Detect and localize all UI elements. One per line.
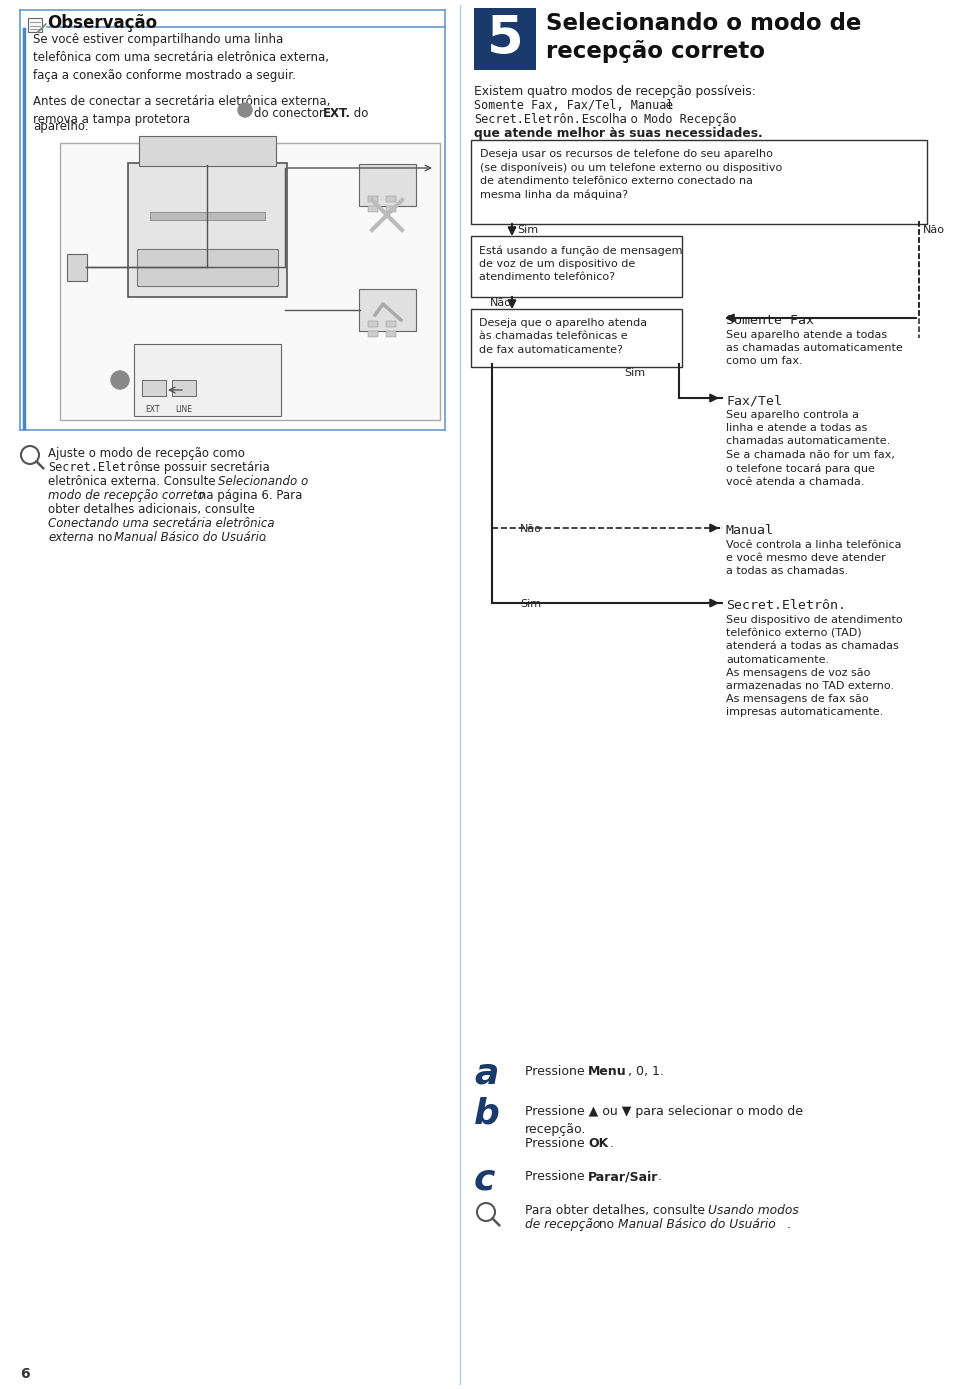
FancyBboxPatch shape [142, 381, 166, 396]
FancyBboxPatch shape [368, 331, 378, 338]
Text: Sim: Sim [517, 225, 539, 235]
Text: Não: Não [520, 524, 542, 533]
FancyBboxPatch shape [128, 163, 287, 297]
Text: de recepção: de recepção [525, 1218, 600, 1231]
Text: Secret.Eletrôn.: Secret.Eletrôn. [726, 599, 846, 613]
FancyBboxPatch shape [471, 236, 682, 297]
Text: Seu aparelho atende a todas
as chamadas automaticamente
como um fax.: Seu aparelho atende a todas as chamadas … [726, 331, 902, 367]
Text: Pressione ▲ ou ▼ para selecionar o modo de
recepção.: Pressione ▲ ou ▼ para selecionar o modo … [525, 1106, 803, 1136]
FancyBboxPatch shape [471, 140, 927, 224]
Text: 6: 6 [20, 1367, 30, 1381]
Text: Manual Básico do Usuário: Manual Básico do Usuário [618, 1218, 776, 1231]
Text: Selecionando o: Selecionando o [218, 475, 308, 488]
Text: Para obter detalhes, consulte: Para obter detalhes, consulte [525, 1204, 708, 1217]
Text: obter detalhes adicionais, consulte: obter detalhes adicionais, consulte [48, 503, 254, 515]
Text: LINE: LINE [175, 406, 192, 414]
Text: e: e [662, 99, 673, 113]
Text: recepção correto: recepção correto [546, 40, 765, 63]
FancyBboxPatch shape [368, 196, 378, 201]
Text: Antes de conectar a secretária eletrônica externa,
remova a tampa protetora: Antes de conectar a secretária eletrônic… [33, 94, 330, 126]
FancyBboxPatch shape [139, 136, 276, 167]
Text: Conectando uma secretária eletrônica: Conectando uma secretária eletrônica [48, 517, 275, 531]
Text: Ajuste o modo de recepção como: Ajuste o modo de recepção como [48, 447, 245, 460]
FancyBboxPatch shape [368, 321, 378, 326]
Text: Pressione: Pressione [525, 1138, 588, 1150]
FancyBboxPatch shape [359, 164, 416, 206]
Text: Não: Não [923, 225, 945, 235]
Text: Pressione: Pressione [525, 1065, 588, 1078]
Text: Existem quatro modos de recepção possíveis:: Existem quatro modos de recepção possíve… [474, 85, 756, 99]
Text: Sim: Sim [624, 368, 645, 378]
Circle shape [111, 371, 129, 389]
Text: aparelho.: aparelho. [33, 119, 88, 133]
Text: Seu aparelho controla a
linha e atende a todas as
chamadas automaticamente.
Se a: Seu aparelho controla a linha e atende a… [726, 410, 895, 486]
Text: EXT: EXT [145, 406, 159, 414]
FancyBboxPatch shape [172, 381, 196, 396]
Text: Manual Básico do Usuário: Manual Básico do Usuário [114, 531, 266, 544]
Text: no: no [94, 531, 116, 544]
Text: Se você estiver compartilhando uma linha
telefônica com uma secretária eletrônic: Se você estiver compartilhando uma linha… [33, 33, 329, 82]
Text: Deseja que o aparelho atenda
às chamadas telefônicas e
de fax automaticamente?: Deseja que o aparelho atenda às chamadas… [479, 318, 647, 354]
Text: EXT.: EXT. [323, 107, 351, 119]
FancyBboxPatch shape [150, 213, 265, 219]
Text: Pressione: Pressione [525, 1170, 588, 1183]
FancyBboxPatch shape [137, 249, 278, 286]
Text: .: . [610, 1138, 614, 1150]
Text: Fax/Tel: Fax/Tel [726, 394, 782, 407]
FancyBboxPatch shape [386, 196, 396, 201]
Text: 1: 1 [242, 106, 248, 114]
Text: Secret.Eletrôn.: Secret.Eletrôn. [48, 461, 155, 474]
Text: Menu: Menu [588, 1065, 627, 1078]
Text: OK: OK [588, 1138, 609, 1150]
Text: Não: Não [490, 299, 512, 308]
Text: modo de recepção correto: modo de recepção correto [48, 489, 204, 501]
FancyBboxPatch shape [386, 206, 396, 213]
Text: Observação: Observação [47, 14, 157, 32]
Text: do: do [350, 107, 369, 119]
Text: Somente Fax, Fax/Tel, Manual: Somente Fax, Fax/Tel, Manual [474, 99, 674, 113]
Text: Usando modos: Usando modos [708, 1204, 799, 1217]
FancyBboxPatch shape [386, 331, 396, 338]
Text: .: . [787, 1218, 791, 1231]
FancyBboxPatch shape [368, 206, 378, 213]
Text: .: . [263, 531, 267, 544]
Text: Parar/Sair: Parar/Sair [588, 1170, 659, 1183]
Text: .: . [658, 1170, 662, 1183]
Text: se possuir secretária: se possuir secretária [143, 461, 270, 474]
Text: , 0, 1.: , 0, 1. [628, 1065, 664, 1078]
FancyBboxPatch shape [134, 344, 281, 415]
Text: eletrônica externa. Consulte: eletrônica externa. Consulte [48, 475, 220, 488]
Text: Somente Fax: Somente Fax [726, 314, 814, 326]
Text: Você controla a linha telefônica
e você mesmo deve atender
a todas as chamadas.: Você controla a linha telefônica e você … [726, 540, 901, 576]
Text: a: a [474, 1057, 498, 1090]
Text: que atende melhor às suas necessidades.: que atende melhor às suas necessidades. [474, 126, 763, 140]
Text: 5: 5 [487, 13, 523, 65]
Text: Está usando a função de mensagem
de voz de um dispositivo de
atendimento telefôn: Está usando a função de mensagem de voz … [479, 244, 683, 282]
Text: b: b [474, 1097, 500, 1131]
Text: no: no [595, 1218, 618, 1231]
Text: c: c [474, 1163, 495, 1196]
Text: Sim: Sim [520, 599, 541, 608]
Text: na página 6. Para: na página 6. Para [195, 489, 302, 501]
Text: externa: externa [48, 531, 94, 544]
Text: Secret.Eletrôn..: Secret.Eletrôn.. [474, 113, 588, 126]
FancyBboxPatch shape [386, 321, 396, 326]
Text: do conector: do conector [254, 107, 327, 119]
Text: Seu dispositivo de atendimento
telefônico externo (TAD)
atenderá a todas as cham: Seu dispositivo de atendimento telefônic… [726, 615, 902, 717]
FancyBboxPatch shape [60, 143, 440, 419]
Circle shape [238, 103, 252, 117]
Text: Selecionando o modo de: Selecionando o modo de [546, 13, 861, 35]
Text: Modo Recepção: Modo Recepção [644, 113, 736, 126]
FancyBboxPatch shape [359, 289, 416, 331]
FancyBboxPatch shape [474, 8, 536, 69]
Text: Escolha o: Escolha o [578, 113, 641, 126]
Text: Deseja usar os recursos de telefone do seu aparelho
(se disponíveis) ou um telef: Deseja usar os recursos de telefone do s… [480, 149, 782, 200]
FancyBboxPatch shape [67, 254, 87, 281]
Text: Manual: Manual [726, 524, 774, 538]
Text: 1: 1 [116, 375, 124, 385]
FancyBboxPatch shape [28, 18, 42, 32]
FancyBboxPatch shape [471, 308, 682, 367]
